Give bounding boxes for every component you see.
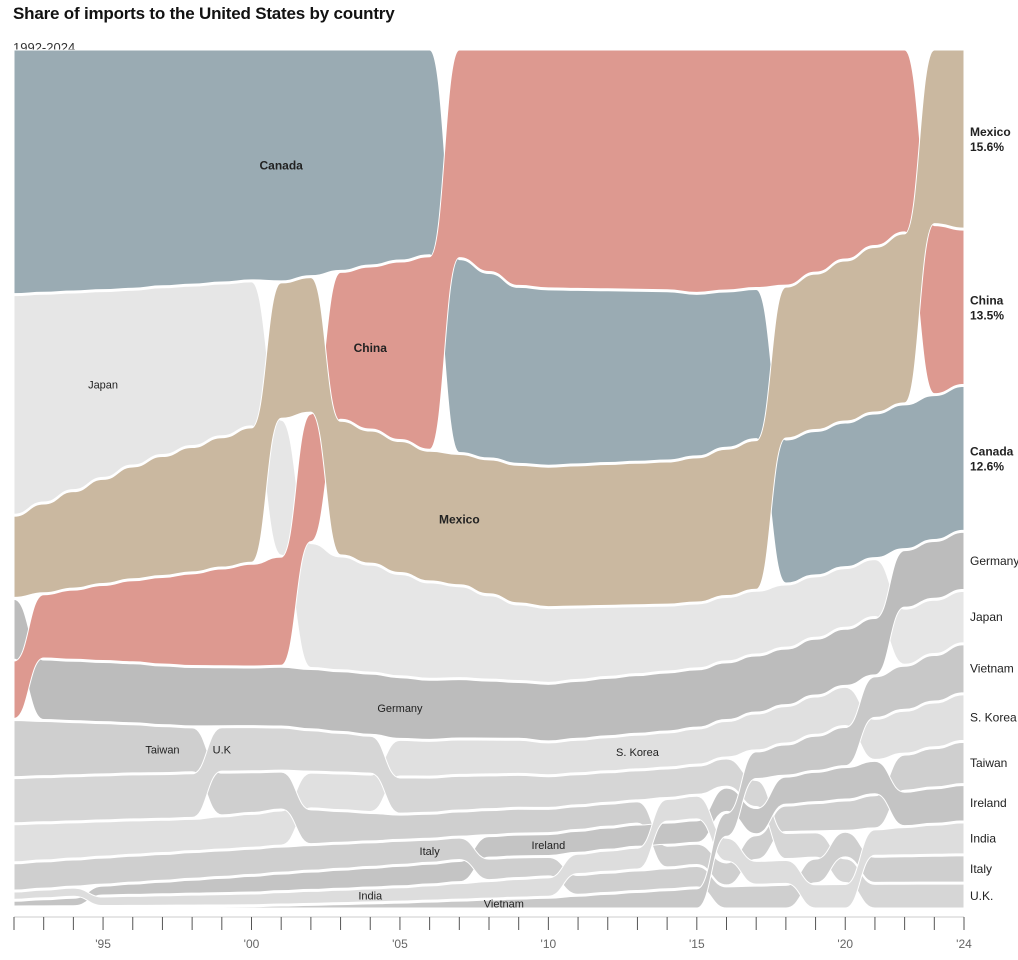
- band-germany: [13, 531, 965, 742]
- band-label-u-k: U.K: [213, 744, 232, 756]
- x-tick-label: '24: [956, 937, 972, 951]
- band-label-india: India: [358, 890, 383, 902]
- band-india: [13, 795, 965, 909]
- end-label-canada: Canada 12.6%: [970, 444, 1014, 473]
- band-label-taiwan: Taiwan: [145, 745, 179, 757]
- end-labels: Mexico 15.6% China 13.5% Canada 12.6% Germany J…: [970, 125, 1018, 903]
- x-tick-label: '10: [541, 937, 557, 951]
- x-tick-label: '20: [837, 937, 853, 951]
- end-label-india: India: [970, 831, 996, 845]
- x-tick-label: '00: [244, 937, 260, 951]
- band-label-vietnam: Vietnam: [484, 899, 524, 911]
- end-label-japan: Japan: [970, 610, 1003, 624]
- band-label-japan: Japan: [88, 379, 118, 391]
- end-label-italy: Italy: [970, 862, 992, 876]
- end-label-s-korea: S. Korea: [970, 711, 1017, 725]
- chart-title: Share of imports to the United States by…: [13, 4, 395, 23]
- band-japan: [13, 281, 965, 683]
- band-italy: [13, 831, 965, 909]
- end-label-u-k: U.K.: [970, 889, 993, 903]
- band-mexico: [13, 49, 965, 608]
- band-vietnam: [13, 644, 965, 909]
- end-label-germany: Germany: [970, 554, 1018, 568]
- band-label-germany: Germany: [377, 703, 423, 715]
- band-label-italy: Italy: [420, 846, 441, 858]
- band-u-k: [13, 727, 965, 909]
- x-tick-label: '95: [95, 937, 111, 951]
- band-taiwan: [13, 719, 965, 886]
- x-tick-label: '15: [689, 937, 705, 951]
- band-label-mexico: Mexico: [439, 513, 480, 527]
- band-label-ireland: Ireland: [532, 840, 566, 852]
- band-canada: [13, 49, 965, 584]
- band-label-china: China: [354, 341, 388, 355]
- band-s-korea: [13, 686, 965, 863]
- end-label-ireland: Ireland: [970, 796, 1007, 810]
- end-label-china: China 13.5%: [970, 293, 1004, 322]
- end-label-mexico: Mexico 15.6%: [970, 125, 1011, 154]
- end-label-taiwan: Taiwan: [970, 756, 1007, 770]
- band-label-canada: Canada: [260, 158, 304, 172]
- x-tick-label: '05: [392, 937, 408, 951]
- end-label-vietnam: Vietnam: [970, 662, 1014, 676]
- band-label-s-korea: S. Korea: [616, 747, 660, 759]
- in-chart-labels: Canada China Mexico Japan Germany S. Korea Tai…: [88, 158, 660, 910]
- x-axis: '95 '00 '05 '10 '15 '20 '24: [13, 916, 972, 951]
- band-ireland: [13, 760, 965, 907]
- country-bands: [13, 49, 965, 909]
